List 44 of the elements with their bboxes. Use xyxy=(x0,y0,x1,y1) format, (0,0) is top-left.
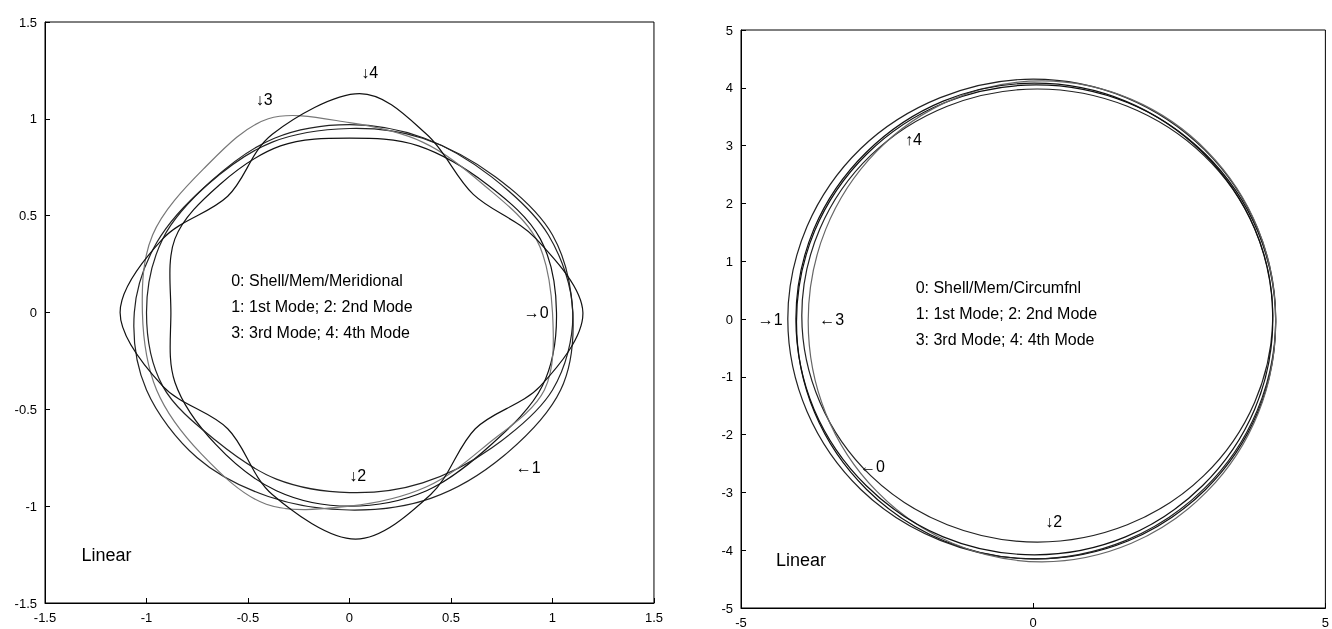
x-tick-label: 5 xyxy=(1321,615,1329,629)
y-tick-label: -2 xyxy=(721,427,733,443)
x-tick-label: -1 xyxy=(140,610,153,625)
annotation: Linear xyxy=(776,550,827,571)
annotation: 3: 3rd Mode; 4: 4th Mode xyxy=(915,330,1095,348)
x-tick-label: 0 xyxy=(1029,615,1037,629)
annotation: ↓3 xyxy=(255,90,273,108)
y-tick-label: 5 xyxy=(725,22,733,38)
y-tick-label: 4 xyxy=(725,80,733,96)
annotation: ↑4 xyxy=(904,131,922,149)
annotation: 0: Shell/Mem/Meridional xyxy=(231,272,403,289)
y-tick-label: 0 xyxy=(29,305,37,320)
annotation: 3: 3rd Mode; 4: 4th Mode xyxy=(231,324,411,341)
x-tick-label: 0.5 xyxy=(441,610,461,625)
y-tick-label: -1 xyxy=(25,498,37,514)
annotation: 0: Shell/Mem/Circumfnl xyxy=(915,278,1082,296)
annotation: →0 xyxy=(523,304,549,321)
y-tick-label: -1.5 xyxy=(14,595,37,611)
annotation: ←1 xyxy=(515,458,541,476)
y-tick-label: 3 xyxy=(725,138,733,154)
y-tick-label: 1 xyxy=(29,111,37,127)
y-tick-label: -1 xyxy=(721,369,733,385)
y-tick-label: 1 xyxy=(725,253,733,269)
y-tick-label: -0.5 xyxy=(14,401,37,417)
x-tick-label: -0.5 xyxy=(236,610,260,625)
annotation: ↓2 xyxy=(1045,512,1063,530)
annotation: Linear xyxy=(81,545,132,566)
y-tick-label: 2 xyxy=(725,195,733,211)
y-tick-label: -4 xyxy=(721,542,733,558)
x-tick-label: 1.5 xyxy=(644,610,663,625)
y-tick-label: -3 xyxy=(721,484,733,500)
annotation: →1 xyxy=(757,310,783,328)
annotation: ↓2 xyxy=(349,466,367,484)
y-tick-label: 1.5 xyxy=(18,14,37,30)
annotation: ←0 xyxy=(860,457,886,475)
annotation: 1: 1st Mode; 2: 2nd Mode xyxy=(231,298,413,315)
annotation: ↓4 xyxy=(361,63,379,81)
y-tick-label: 0 xyxy=(725,311,733,327)
annotation: 1: 1st Mode; 2: 2nd Mode xyxy=(915,304,1098,322)
x-tick-label: 0 xyxy=(345,610,354,625)
y-tick-label: 0.5 xyxy=(18,208,37,224)
x-tick-label: -5 xyxy=(735,615,747,629)
annotation: ←3 xyxy=(819,310,845,328)
x-tick-label: 1 xyxy=(548,610,557,625)
